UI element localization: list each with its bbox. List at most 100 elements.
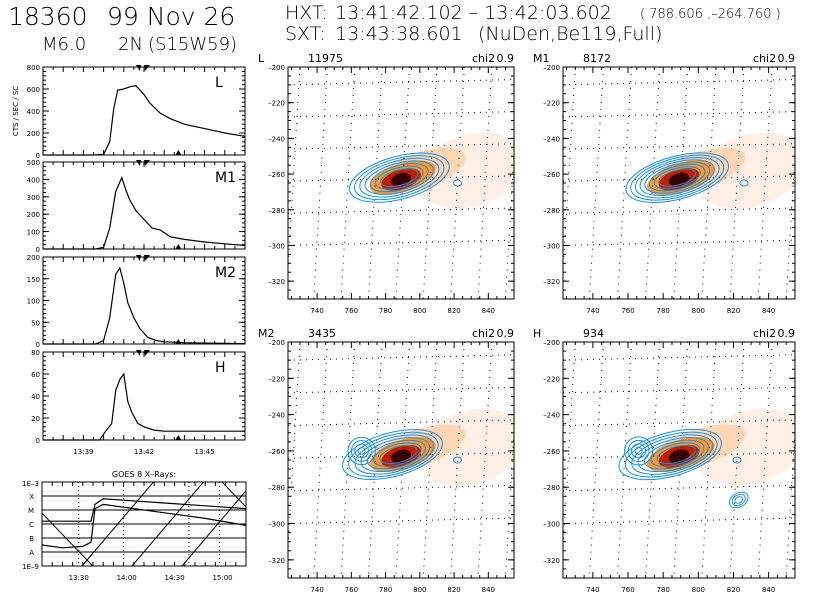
x-tick-label: 820 [447, 307, 460, 315]
contour-line [379, 445, 418, 465]
contour-line [618, 428, 722, 481]
lightcurve-series-M1 [43, 176, 246, 250]
hxt-contours [342, 429, 462, 480]
class-label: C [29, 521, 34, 529]
chi2-label: chi2 [753, 327, 776, 340]
goes-series-short [41, 503, 247, 549]
chi2-label: chi2 [472, 52, 495, 65]
x-tick-label: 740 [310, 586, 323, 594]
x-tick-label: 780 [656, 307, 669, 315]
interval-marker-icon [144, 160, 151, 166]
x-tick-label: 740 [586, 586, 599, 594]
lightcurve-series-L [43, 85, 246, 156]
x-tick-label: 800 [692, 586, 705, 594]
contour-line [648, 163, 706, 192]
contour-line [359, 157, 440, 198]
goes-series-long [42, 498, 247, 522]
y-tick-label: 0 [36, 246, 40, 254]
class-label: X [29, 493, 34, 501]
chi2-value: 0.9 [778, 52, 796, 65]
grid-longitude [477, 342, 493, 578]
y-tick-label: –320 [543, 557, 560, 565]
interval-marker-icon [135, 350, 141, 356]
diagonal-line [181, 490, 246, 566]
x-tick-label: 820 [447, 586, 460, 594]
grid-latitude [563, 517, 795, 525]
y-tick-label: 200 [27, 254, 40, 262]
x-tick-label: 840 [762, 586, 775, 594]
contour-line [732, 456, 742, 464]
grid-latitude [563, 78, 795, 86]
contour-line [348, 152, 450, 203]
y-tick-label: –260 [268, 171, 285, 179]
contour-line [643, 439, 705, 470]
x-tick-label: 760 [621, 307, 634, 315]
grid-latitude [288, 78, 514, 86]
contour-line [658, 168, 697, 187]
contour-line [625, 152, 729, 203]
y-tick-label: 100 [27, 229, 40, 237]
y-tick-label: –320 [543, 278, 560, 286]
y-tick-label: –220 [543, 100, 560, 108]
contour-line [453, 179, 462, 187]
y-tick-label: –220 [543, 375, 560, 383]
grid-latitude [288, 517, 514, 525]
grid-longitude [313, 342, 328, 578]
grid-longitude [288, 342, 301, 558]
grid-latitude [563, 484, 795, 492]
y-tick-label: –300 [543, 242, 560, 250]
y-tick-label: –280 [543, 484, 560, 492]
band-label: M1 [533, 52, 550, 65]
class-label: B [29, 535, 34, 543]
chi2-value: 0.9 [497, 327, 515, 340]
contour-line [342, 429, 443, 480]
y-tick-label: 20 [31, 415, 40, 423]
y-tick-label: 800 [27, 64, 40, 72]
x-tick-label: 14:00 [117, 574, 137, 582]
grid-latitude [288, 484, 514, 492]
x-tick-label: 760 [345, 586, 358, 594]
contour-line [357, 446, 366, 455]
panel-label: L [215, 75, 223, 91]
diagonal-line [81, 482, 155, 566]
grid-longitude [340, 67, 356, 299]
sxt-time: 13:43:38.601 [335, 23, 463, 45]
grid-longitude [367, 342, 383, 578]
y-tick-label: 0 [36, 341, 40, 349]
panel-label: H [215, 360, 226, 376]
y-top-label: 1E–3 [22, 480, 39, 488]
lightcurve-panel-M1: 0 100 200 300 400 500 M1 [27, 159, 246, 254]
contour-line [354, 434, 435, 475]
interval-marker-icon [144, 350, 151, 356]
y-tick-label: –200 [543, 64, 560, 72]
contour-line [644, 161, 711, 194]
y-tick-label: 60 [31, 371, 40, 379]
grid-latitude [563, 239, 795, 246]
y-tick-label: –320 [268, 557, 285, 565]
image-panel-M2: M2 3435 chi2 0.9 –200 –220 –240 –260 –280 –300 –32… [258, 327, 515, 594]
x-tick-label: 840 [482, 307, 495, 315]
contour-line [373, 442, 422, 467]
image-panel-M1: M1 8172 chi2 0.9 –200 –220 –240 –260 –280 –300 –32… [533, 52, 796, 315]
y-tick-label: –300 [543, 521, 560, 529]
y-tick-label: 500 [27, 159, 40, 167]
interval-marker-icon [144, 65, 151, 71]
y-tick-label: –200 [543, 339, 560, 347]
grid-latitude [288, 207, 514, 214]
grid-longitude [422, 342, 438, 578]
contour-line [631, 443, 647, 459]
contour-line [653, 166, 701, 190]
contour-line [354, 443, 369, 459]
x-tick-label: 13:42 [134, 448, 154, 456]
band-label: H [533, 327, 541, 340]
diagonal-line [42, 512, 94, 566]
grid-longitude [588, 342, 604, 578]
diagonal-lines [42, 482, 246, 566]
grid-longitude [616, 342, 633, 578]
flare-id: 18360 [8, 2, 88, 31]
hxt-contours [625, 152, 749, 203]
y-tick-label: –240 [543, 135, 560, 143]
y-tick-label: 0 [36, 437, 40, 445]
contour-line [347, 436, 376, 466]
